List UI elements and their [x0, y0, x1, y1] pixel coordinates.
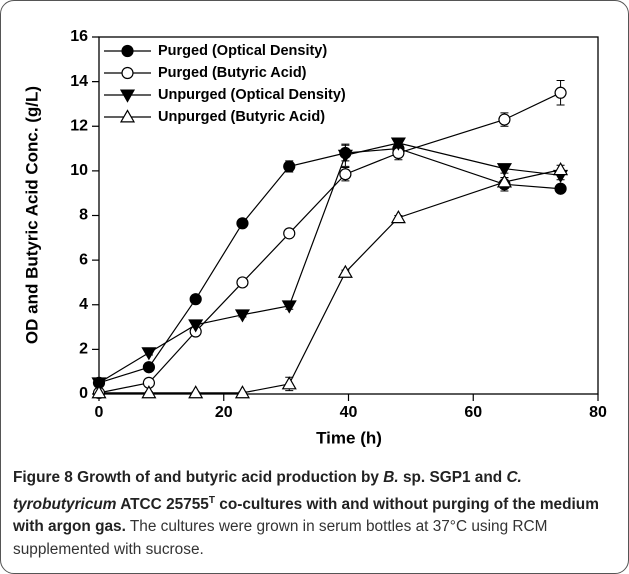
marker [553, 162, 569, 176]
caption-text: sp. SGP1 and [398, 469, 507, 486]
marker [142, 361, 155, 374]
legend-marker [119, 109, 136, 123]
caption-text: C. tyrobutyricum [13, 469, 522, 513]
marker [141, 385, 157, 399]
marker [339, 168, 352, 181]
marker [337, 264, 353, 278]
series-line [99, 169, 561, 394]
legend-marker [121, 44, 134, 58]
marker [496, 163, 512, 177]
y-tick-label: 4 [79, 296, 88, 313]
marker [236, 276, 249, 289]
caption-text: B. [383, 469, 399, 486]
marker [188, 319, 204, 333]
x-tick-label: 20 [215, 404, 233, 421]
marker [496, 174, 512, 188]
series-line [98, 142, 561, 384]
marker [234, 385, 250, 399]
caption-text: Growth of and butyric acid production by [72, 469, 384, 486]
caption-text: ATCC 25755 [116, 495, 209, 513]
legend-label: Purged (Optical Density) [158, 43, 327, 59]
series-line [98, 92, 561, 394]
y-tick-label: 10 [70, 162, 88, 179]
marker [283, 160, 296, 173]
x-tick-label: 80 [589, 404, 607, 421]
x-tick-label: 40 [340, 404, 358, 421]
caption-text: The cultures were grown in serum bottles… [13, 518, 548, 558]
marker [91, 385, 107, 399]
y-tick-label: 0 [79, 385, 88, 402]
caption-text: co-cultures with and without purging of … [13, 495, 599, 536]
y-tick-label: 16 [70, 28, 88, 45]
marker [188, 385, 204, 399]
chart: Time (h) OD and Butyric Acid Conc. (g/L)… [22, 28, 607, 447]
y-tick-label: 2 [79, 341, 88, 358]
marker [337, 149, 353, 163]
marker [554, 182, 567, 195]
series-line [98, 147, 561, 384]
marker [281, 376, 297, 390]
marker [498, 113, 511, 126]
marker [236, 217, 249, 230]
y-tick-label: 14 [70, 73, 88, 90]
y-tick-label: 6 [79, 251, 88, 268]
marker [141, 347, 157, 361]
y-axis-label: OD and Butyric Acid Conc. (g/L) [22, 86, 41, 344]
caption-text: T [208, 494, 215, 506]
legend-label: Purged (Butyric Acid) [158, 65, 307, 81]
marker [234, 309, 250, 323]
y-tick-label: 8 [79, 207, 88, 224]
y-tick-label: 12 [70, 117, 88, 134]
marker [390, 137, 406, 151]
caption: Figure 8 Growth of and butyric acid prod… [13, 467, 618, 562]
marker [554, 86, 567, 99]
legend-label: Unpurged (Optical Density) [158, 87, 346, 103]
legend-marker [119, 89, 136, 103]
x-tick-label: 0 [95, 404, 104, 421]
x-tick-label: 60 [464, 404, 482, 421]
marker [189, 293, 202, 306]
marker [283, 227, 296, 240]
legend-label: Unpurged (Butyric Acid) [158, 109, 325, 125]
legend-marker [121, 66, 134, 80]
caption-label: Figure 8 [13, 469, 73, 486]
marker [91, 377, 107, 391]
x-axis-label: Time (h) [316, 428, 382, 447]
marker [390, 210, 406, 224]
marker [281, 300, 297, 314]
